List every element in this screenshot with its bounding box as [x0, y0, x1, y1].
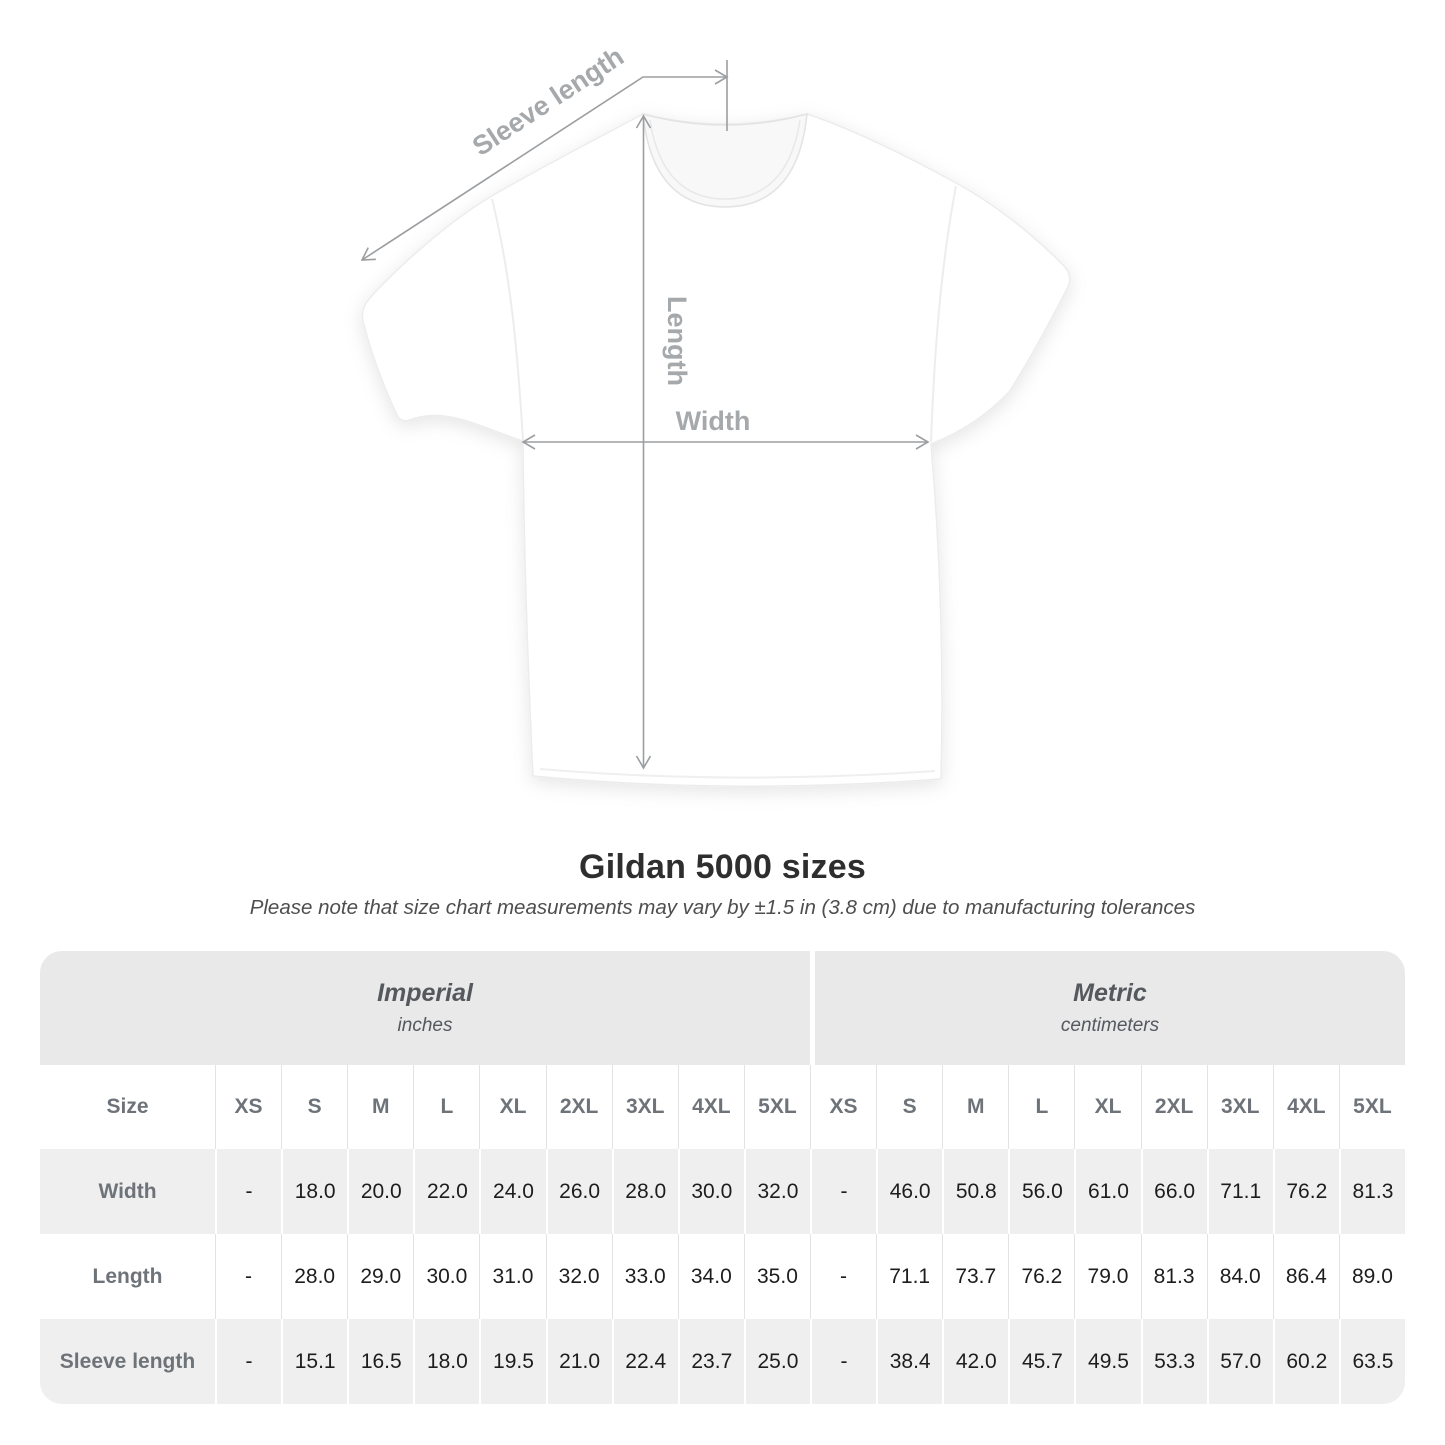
size-header-imperial-xl: XL — [479, 1065, 546, 1149]
imperial-group-header: Imperial inches — [40, 951, 810, 1065]
value-sleeve-length-metric-s: 38.4 — [876, 1319, 943, 1404]
width-label: Width — [676, 406, 751, 436]
size-header-metric-4xl: 4XL — [1272, 1065, 1339, 1149]
value-length-imperial-xl: 31.0 — [479, 1234, 546, 1319]
size-header-metric-xl: XL — [1074, 1065, 1141, 1149]
value-length-imperial-s: 28.0 — [281, 1234, 348, 1319]
size-table-body: Size XS S M L XL 2XL 3XL 4XL 5XL XS S M L XL 2XL 3XL 4XL 5… — [40, 1065, 1405, 1404]
metric-label: Metric — [1073, 979, 1147, 1007]
tshirt-measurement-diagram: Sleeve length Length Width — [360, 41, 1071, 787]
size-header-imperial-3xl: 3XL — [611, 1065, 678, 1149]
page-title: Gildan 5000 sizes — [579, 848, 866, 886]
tshirt-illustration — [361, 112, 1071, 787]
value-width-imperial-xs: - — [215, 1149, 282, 1234]
metric-unit-label: centimeters — [1060, 1015, 1160, 1036]
size-header-imperial-xs: XS — [215, 1065, 282, 1149]
value-length-metric-s: 71.1 — [876, 1234, 943, 1319]
metric-group-header: Metric centimeters — [810, 951, 1405, 1065]
value-width-metric-4xl: 76.2 — [1272, 1149, 1339, 1234]
value-sleeve-length-metric-xl: 49.5 — [1074, 1319, 1141, 1404]
value-sleeve-length-imperial-3xl: 22.4 — [611, 1319, 678, 1404]
size-header-metric-3xl: 3XL — [1206, 1065, 1273, 1149]
value-width-metric-3xl: 71.1 — [1206, 1149, 1273, 1234]
value-length-metric-xl: 79.0 — [1074, 1234, 1141, 1319]
value-width-imperial-xl: 24.0 — [479, 1149, 546, 1234]
value-width-metric-5xl: 81.3 — [1338, 1149, 1405, 1234]
value-length-metric-3xl: 84.0 — [1206, 1234, 1273, 1319]
value-width-imperial-2xl: 26.0 — [545, 1149, 612, 1234]
row-label-sleeve-length: Sleeve length — [40, 1319, 215, 1404]
value-length-metric-5xl: 89.0 — [1338, 1234, 1405, 1319]
value-width-imperial-s: 18.0 — [281, 1149, 348, 1234]
value-width-metric-xs: - — [810, 1149, 877, 1234]
value-sleeve-length-metric-3xl: 57.0 — [1206, 1319, 1273, 1404]
sleeve-length-arrow — [360, 69, 729, 261]
length-label: Length — [662, 296, 692, 386]
size-header-metric-5xl: 5XL — [1338, 1065, 1405, 1149]
tolerance-note: Please note that size chart measurements… — [249, 896, 1196, 919]
size-header-imperial-s: S — [281, 1065, 348, 1149]
size-header-metric-m: M — [942, 1065, 1009, 1149]
unit-header-band: Imperial inches Metric centimeters — [40, 951, 1405, 1065]
value-width-metric-xl: 61.0 — [1074, 1149, 1141, 1234]
size-header-imperial-2xl: 2XL — [545, 1065, 612, 1149]
value-width-metric-2xl: 66.0 — [1140, 1149, 1207, 1234]
value-width-imperial-l: 22.0 — [413, 1149, 480, 1234]
value-length-imperial-m: 29.0 — [347, 1234, 414, 1319]
value-sleeve-length-imperial-4xl: 23.7 — [677, 1319, 744, 1404]
value-sleeve-length-metric-l: 45.7 — [1008, 1319, 1075, 1404]
imperial-label: Imperial — [377, 979, 473, 1007]
value-length-imperial-5xl: 35.0 — [743, 1234, 810, 1319]
value-length-metric-2xl: 81.3 — [1140, 1234, 1207, 1319]
tshirt-diagram-svg: Sleeve length Length Width — [360, 41, 1071, 787]
size-header-imperial-4xl: 4XL — [677, 1065, 744, 1149]
size-header-row: Size XS S M L XL 2XL 3XL 4XL 5XL XS S M L XL 2XL 3XL 4XL 5… — [40, 1065, 1405, 1149]
imperial-unit-label: inches — [397, 1015, 453, 1036]
size-chart-table: Imperial inches Metric centimeters Size X… — [40, 951, 1405, 1404]
size-column-header: Size — [40, 1065, 215, 1149]
value-width-metric-l: 56.0 — [1008, 1149, 1075, 1234]
size-header-imperial-5xl: 5XL — [743, 1065, 810, 1149]
value-sleeve-length-imperial-2xl: 21.0 — [545, 1319, 612, 1404]
value-sleeve-length-imperial-s: 15.1 — [281, 1319, 348, 1404]
table-row-length: Length -28.0 29.0 30.0 31.0 32.0 33.0 34.0 35.0-… — [40, 1234, 1405, 1319]
value-sleeve-length-metric-4xl: 60.2 — [1272, 1319, 1339, 1404]
value-sleeve-length-metric-5xl: 63.5 — [1338, 1319, 1405, 1404]
size-header-imperial-m: M — [347, 1065, 414, 1149]
value-length-metric-xs: - — [810, 1234, 877, 1319]
value-length-metric-l: 76.2 — [1008, 1234, 1075, 1319]
value-width-metric-m: 50.8 — [942, 1149, 1009, 1234]
size-header-imperial-l: L — [413, 1065, 480, 1149]
size-header-metric-s: S — [876, 1065, 943, 1149]
table-row-width: Width -18.0 20.0 22.0 24.0 26.0 28.0 30.0 32.0-4… — [40, 1149, 1405, 1234]
value-sleeve-length-imperial-xl: 19.5 — [479, 1319, 546, 1404]
value-sleeve-length-metric-xs: - — [810, 1319, 877, 1404]
value-width-imperial-4xl: 30.0 — [677, 1149, 744, 1234]
value-sleeve-length-metric-m: 42.0 — [942, 1319, 1009, 1404]
value-width-imperial-m: 20.0 — [347, 1149, 414, 1234]
value-width-metric-s: 46.0 — [876, 1149, 943, 1234]
value-sleeve-length-imperial-l: 18.0 — [413, 1319, 480, 1404]
value-width-imperial-3xl: 28.0 — [611, 1149, 678, 1234]
row-label-length: Length — [40, 1234, 215, 1319]
size-header-metric-l: L — [1008, 1065, 1075, 1149]
value-sleeve-length-metric-2xl: 53.3 — [1140, 1319, 1207, 1404]
value-sleeve-length-imperial-xs: - — [215, 1319, 282, 1404]
value-length-imperial-4xl: 34.0 — [677, 1234, 744, 1319]
value-length-imperial-l: 30.0 — [413, 1234, 480, 1319]
value-length-imperial-2xl: 32.0 — [545, 1234, 612, 1319]
value-length-metric-4xl: 86.4 — [1272, 1234, 1339, 1319]
size-header-metric-2xl: 2XL — [1140, 1065, 1207, 1149]
value-length-imperial-xs: - — [215, 1234, 282, 1319]
row-label-width: Width — [40, 1149, 215, 1234]
table-row-sleeve-length: Sleeve length -15.1 16.5 18.0 19.5 21.0 22.4 23… — [40, 1319, 1405, 1404]
value-length-imperial-3xl: 33.0 — [611, 1234, 678, 1319]
value-length-metric-m: 73.7 — [942, 1234, 1009, 1319]
value-width-imperial-5xl: 32.0 — [743, 1149, 810, 1234]
value-sleeve-length-imperial-5xl: 25.0 — [743, 1319, 810, 1404]
size-header-metric-xs: XS — [810, 1065, 877, 1149]
value-sleeve-length-imperial-m: 16.5 — [347, 1319, 414, 1404]
